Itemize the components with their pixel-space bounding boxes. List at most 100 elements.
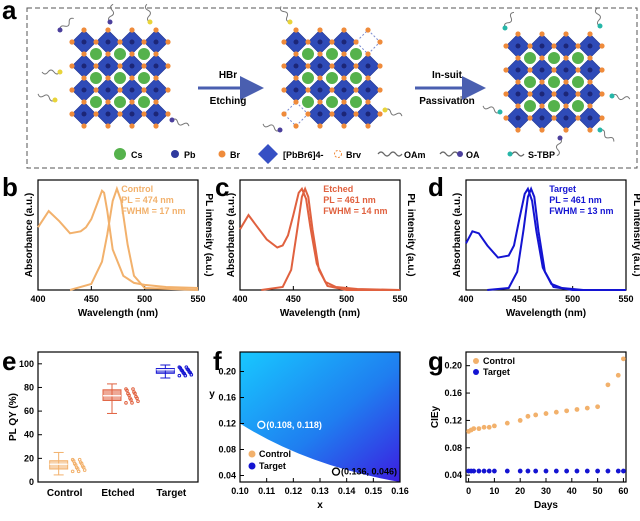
cie-point-label: (0.108, 0.118) — [266, 420, 322, 430]
br-atom — [599, 115, 605, 121]
target-point — [584, 468, 590, 474]
target-point — [621, 468, 626, 474]
br-atom — [165, 87, 171, 93]
x-tick-label: 550 — [190, 294, 205, 304]
br-atom — [281, 87, 287, 93]
br-atom — [563, 31, 569, 37]
pb-atom — [81, 63, 87, 69]
legend-target-label: Target — [259, 461, 286, 471]
legend-target-label: Target — [483, 367, 510, 377]
br-atom — [153, 51, 159, 57]
ligand-head — [597, 127, 603, 133]
data-point — [187, 370, 192, 374]
cs-atom — [138, 96, 150, 108]
x-tick-label: 10 — [489, 486, 499, 496]
ligand-chain — [171, 118, 190, 127]
pb-atom — [515, 43, 521, 49]
pb-atom — [153, 111, 159, 117]
br-atom — [377, 39, 383, 45]
br-atom — [539, 31, 545, 37]
cs-atom — [572, 52, 584, 64]
br-atom — [165, 63, 171, 69]
x-tick-label: 40 — [567, 486, 577, 496]
br-icon — [218, 150, 226, 158]
pb-atom — [563, 91, 569, 97]
data-point — [136, 399, 140, 404]
target-point — [564, 468, 570, 474]
br-atom — [527, 115, 533, 121]
br-atom — [365, 99, 371, 105]
data-point — [177, 365, 182, 369]
br-atom — [69, 111, 75, 117]
control-point — [574, 407, 580, 412]
br-atom — [105, 51, 111, 57]
data-point — [78, 460, 83, 465]
data-point — [134, 394, 138, 399]
y-tick-label: 60 — [24, 406, 34, 416]
cs-atom — [572, 76, 584, 88]
br-atom — [341, 27, 347, 33]
stbp-head-icon — [507, 151, 513, 157]
br-atom — [551, 115, 557, 121]
x-tick-label: 50 — [593, 486, 603, 496]
control-point — [533, 412, 539, 418]
target-point — [476, 468, 482, 474]
ligand-head — [382, 107, 388, 113]
br-atom — [503, 67, 509, 73]
pb-atom — [129, 87, 135, 93]
br-atom — [105, 99, 111, 105]
plot-frame — [37, 351, 199, 483]
br-atom — [81, 123, 87, 129]
y-tick-label: 0.16 — [444, 388, 462, 398]
br-atom — [81, 27, 87, 33]
pb-atom — [341, 63, 347, 69]
control-point — [486, 424, 492, 430]
ligand-chain — [59, 17, 74, 31]
br-atom — [105, 123, 111, 129]
ligand-chain — [144, 3, 151, 23]
pb-atom — [81, 39, 87, 45]
annotation-line: Control — [121, 184, 153, 194]
br-atom — [69, 63, 75, 69]
pb-atom — [293, 39, 299, 45]
pb-icon — [171, 150, 179, 158]
br-atom — [293, 75, 299, 81]
br-atom — [515, 79, 521, 85]
cs-atom — [302, 48, 314, 60]
control-point — [584, 405, 590, 411]
br-atom — [153, 99, 159, 105]
br-atom — [69, 39, 75, 45]
br-atom — [281, 63, 287, 69]
target-point — [574, 468, 580, 474]
pl-curve — [69, 185, 199, 291]
target-point — [517, 468, 523, 474]
x-tick-label: 400 — [232, 294, 247, 304]
x-axis-label: Days — [534, 500, 558, 511]
control-point — [504, 420, 510, 426]
annotation-line: PL = 461 nm — [549, 195, 602, 205]
br-atom — [353, 87, 359, 93]
data-point — [179, 368, 184, 372]
br-atom — [353, 63, 359, 69]
br-atom — [141, 39, 147, 45]
legend-control-marker — [473, 358, 479, 364]
x-tick-label: 400 — [458, 294, 473, 304]
panel-label-f: f — [213, 346, 222, 376]
pb-atom — [317, 111, 323, 117]
target-point — [533, 468, 539, 474]
br-atom — [69, 87, 75, 93]
legend-control-marker — [248, 450, 256, 458]
y-tick-label: 0.04 — [218, 471, 236, 481]
pb-atom — [563, 115, 569, 121]
x-tick-label: 0.14 — [338, 486, 356, 496]
legend-target-marker — [473, 369, 479, 375]
br-atom — [317, 123, 323, 129]
br-atom — [293, 123, 299, 129]
x-tick-label: 450 — [286, 294, 301, 304]
cs-atom — [302, 72, 314, 84]
pb-atom — [317, 39, 323, 45]
br-atom — [515, 103, 521, 109]
control-point — [525, 413, 531, 419]
br-atom — [341, 75, 347, 81]
data-point — [74, 465, 79, 470]
